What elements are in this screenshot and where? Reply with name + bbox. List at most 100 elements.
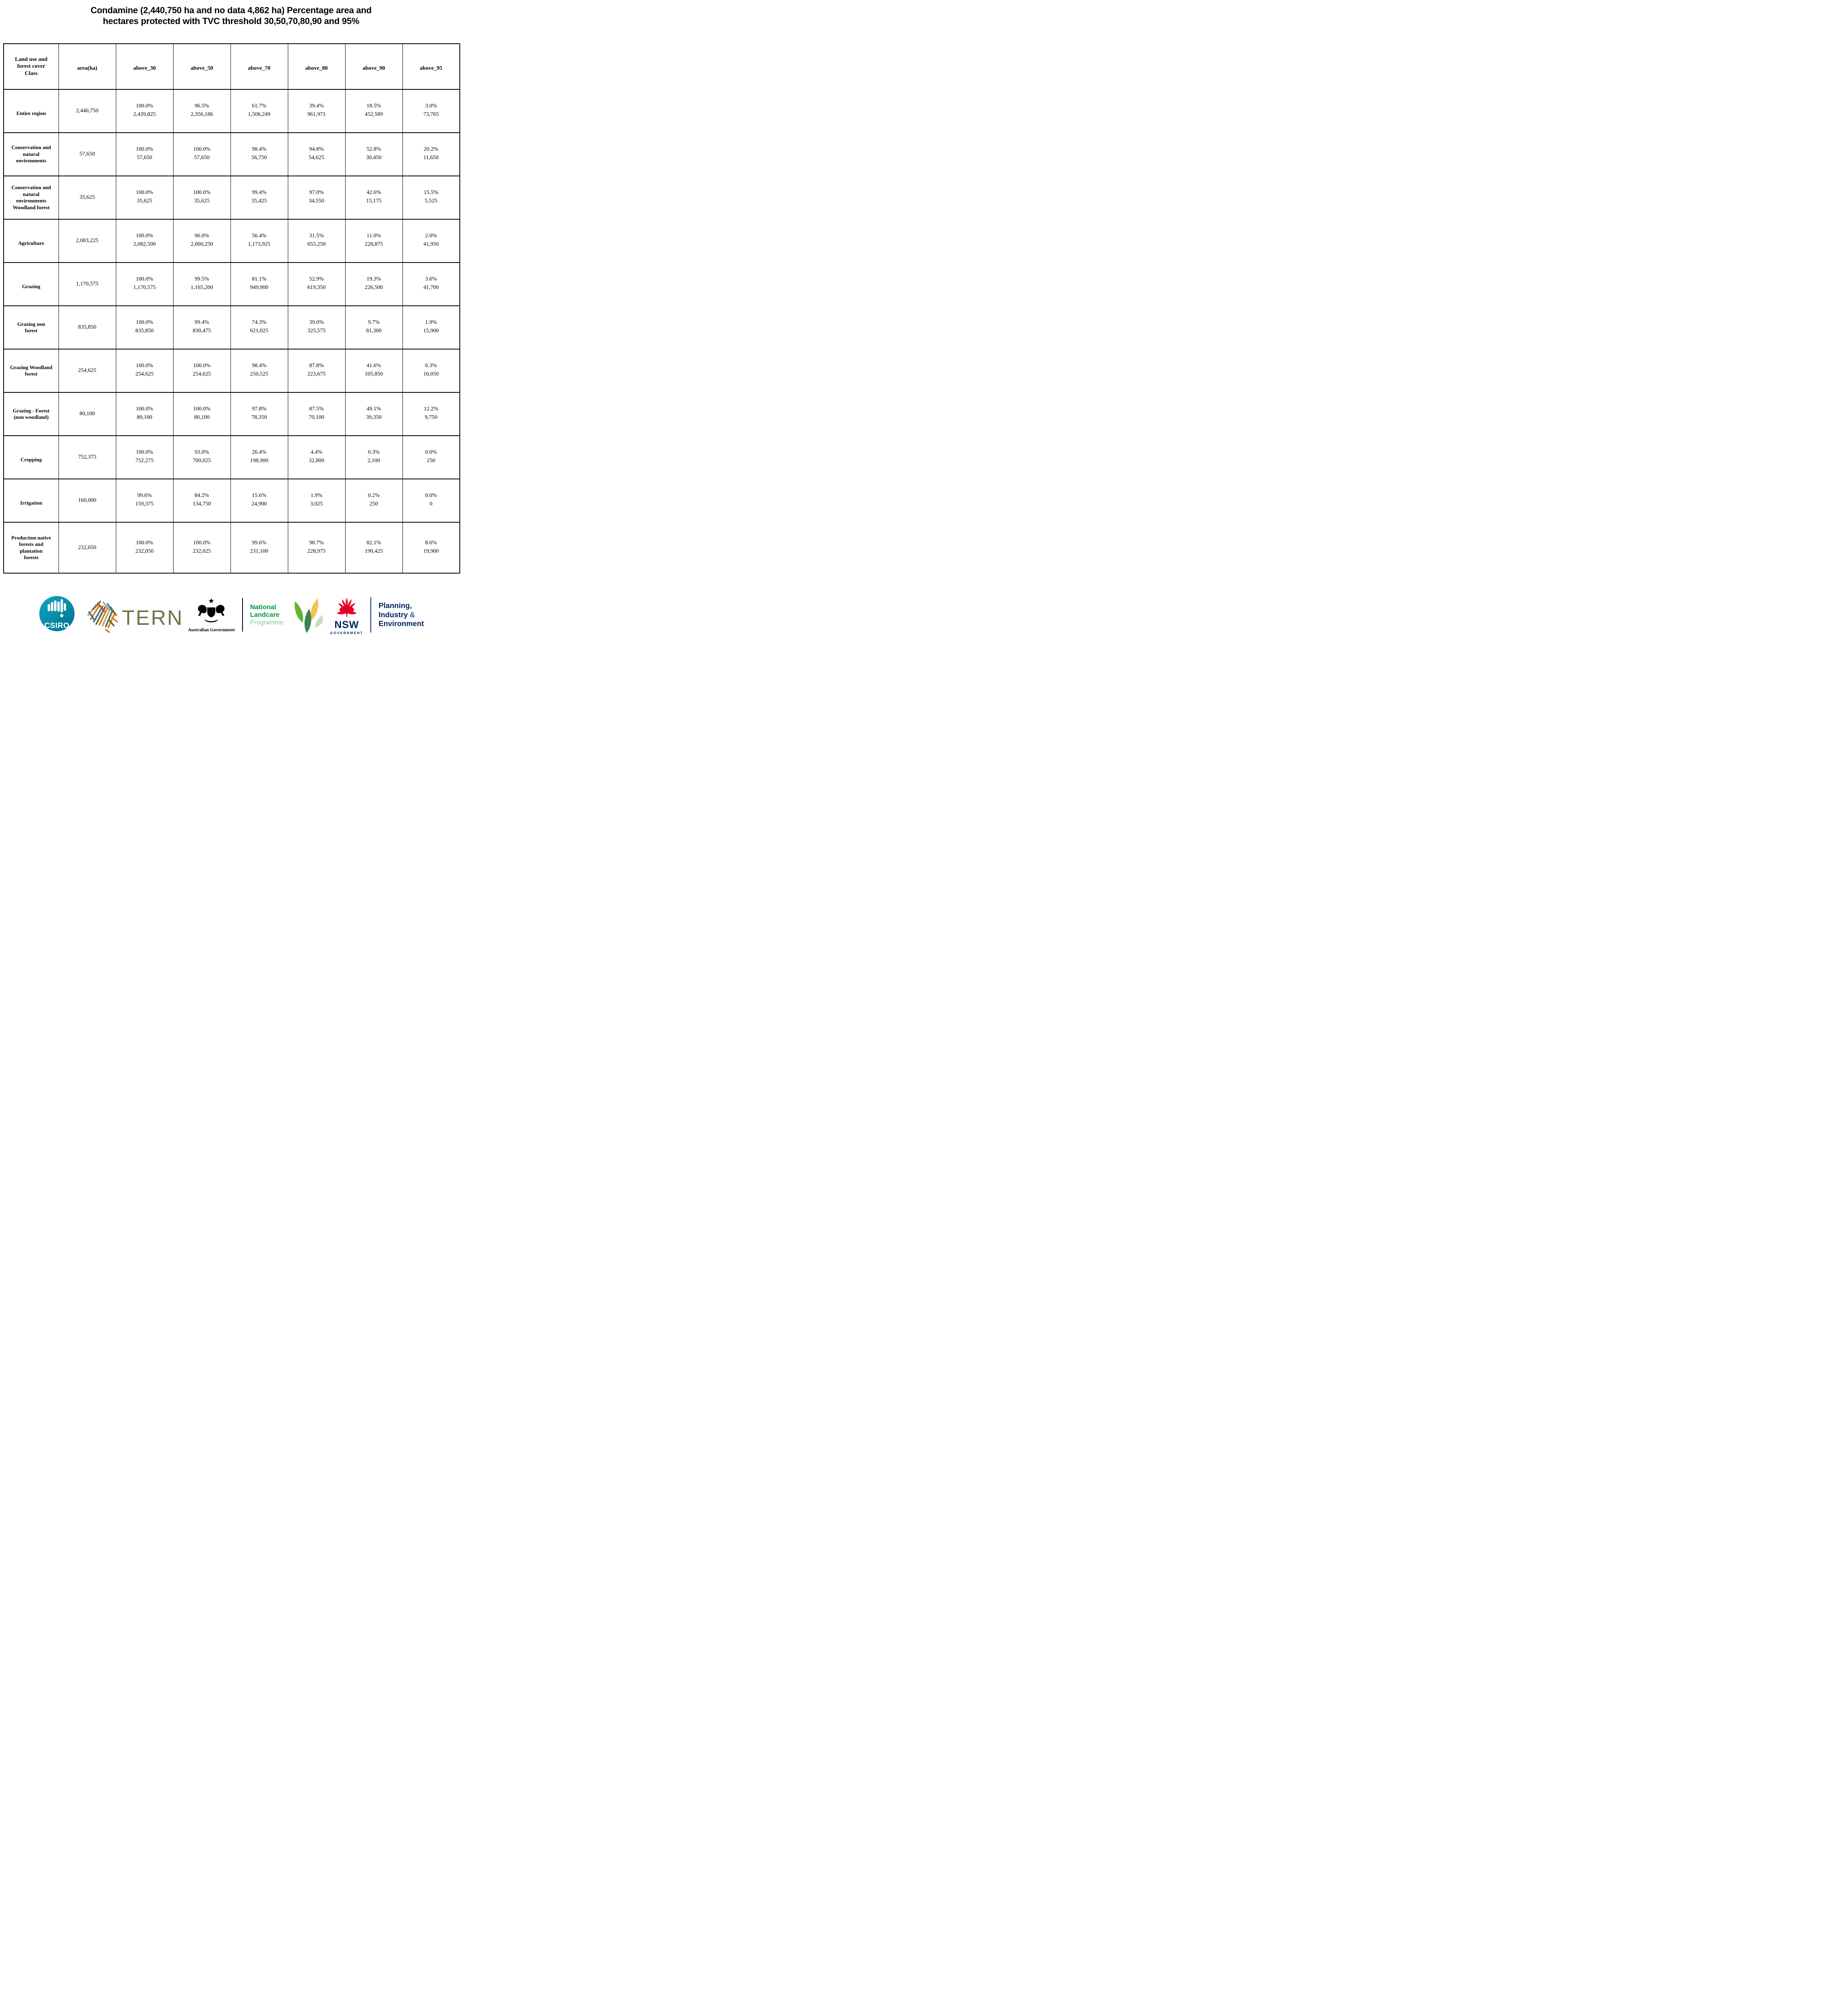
- row-label: Grazing non forest: [3, 305, 59, 349]
- area-value: 254,625: [58, 349, 116, 393]
- csiro-logo: CSIRO: [38, 594, 75, 636]
- threshold-cell: 99.4% 830,475: [173, 305, 231, 349]
- percent-value: 100.0%: [135, 233, 154, 239]
- percent-value: 98.7%: [309, 539, 324, 546]
- hectares-value: 134,750: [192, 501, 211, 507]
- hectares-value: 250: [370, 501, 378, 507]
- threshold-cell: 52.8% 30,450: [345, 132, 403, 176]
- threshold-cell: 0.0% 0: [402, 479, 460, 523]
- australian-government-logo: Australian Government: [188, 597, 235, 632]
- column-header-above-30: above_30: [115, 43, 174, 90]
- table-row: Grazing non forest 835,850 100.0% 835,850 99…: [3, 305, 460, 349]
- column-header-above-90: above_90: [345, 43, 403, 90]
- threshold-cell: 98.4% 56,750: [230, 132, 288, 176]
- hectares-value: 2,439,825: [133, 111, 156, 117]
- threshold-cell: 26.4% 198,900: [230, 435, 288, 479]
- percent-value: 100.0%: [135, 363, 154, 369]
- threshold-cell: 39.0% 325,575: [287, 305, 346, 349]
- australian-government-label: Australian Government: [188, 628, 235, 632]
- percent-value: 3.0%: [425, 103, 437, 109]
- row-label: Conservation and natural environments Wo…: [3, 176, 59, 220]
- hectares-value: 57,650: [194, 155, 210, 161]
- table-row: Production native forests and plantation…: [3, 522, 460, 574]
- threshold-cell: 100.0% 835,850: [115, 305, 174, 349]
- hectares-value: 159,375: [135, 501, 154, 507]
- nsw-label: NSW: [334, 619, 359, 630]
- threshold-cell: 6.3% 16,050: [402, 349, 460, 393]
- table-row: Grazing Woodland forest 254,625 100.0% 254,…: [3, 349, 460, 393]
- nsw-divider: [370, 597, 372, 632]
- page-title-line1: Condamine (2,440,750 ha and no data 4,86…: [90, 5, 372, 15]
- hectares-value: 1,173,925: [248, 241, 271, 247]
- hectares-value: 15,900: [423, 328, 439, 334]
- threshold-cell: 81.1% 949,900: [230, 262, 288, 306]
- percent-value: 100.0%: [135, 276, 154, 282]
- percent-value: 98.4%: [252, 363, 267, 369]
- threshold-cell: 96.5% 2,356,186: [173, 89, 231, 133]
- table-row: Grazing - Forest (non woodland) 80,100 100…: [3, 392, 460, 436]
- percent-value: 100.0%: [193, 146, 211, 152]
- threshold-cell: 100.0% 1,170,575: [115, 262, 174, 306]
- hectares-value: 3,025: [310, 501, 323, 507]
- hectares-value: 1,170,575: [133, 285, 156, 291]
- percent-value: 94.8%: [309, 146, 324, 152]
- dept-line2-industry: Industry: [378, 610, 408, 619]
- hectares-value: 254,625: [192, 371, 211, 377]
- hectares-value: 105,850: [364, 371, 383, 377]
- threshold-cell: 56.4% 1,173,925: [230, 219, 288, 263]
- hectares-value: 1,165,200: [190, 285, 213, 291]
- column-header-above-70: above_70: [230, 43, 288, 90]
- percent-value: 99.4%: [252, 190, 267, 196]
- threshold-cell: 49.1% 39,350: [345, 392, 403, 436]
- percent-value: 1.9%: [425, 319, 437, 325]
- percent-value: 4.4%: [310, 449, 323, 455]
- threshold-cell: 100.0% 254,625: [115, 349, 174, 393]
- percent-value: 87.8%: [309, 363, 324, 369]
- percent-value: 100.0%: [193, 406, 211, 412]
- hectares-value: 228,875: [364, 241, 383, 247]
- percent-value: 97.8%: [252, 406, 267, 412]
- threshold-cell: 99.6% 231,100: [230, 522, 288, 574]
- area-value: 57,650: [58, 132, 116, 176]
- hectares-value: 39,350: [366, 414, 382, 420]
- threshold-cell: 100.0% 232,025: [173, 522, 231, 574]
- percent-value: 100.0%: [135, 190, 154, 196]
- row-label: Irrigation: [3, 479, 59, 523]
- area-value: 1,170,575: [58, 262, 116, 306]
- row-label: Production native forests and plantation…: [3, 522, 59, 574]
- hectares-value: 752,275: [135, 458, 154, 464]
- area-value: 752,375: [58, 435, 116, 479]
- landcare-line1: National: [250, 603, 276, 611]
- threshold-cell: 84.2% 134,750: [173, 479, 231, 523]
- threshold-cell: 98.4% 250,525: [230, 349, 288, 393]
- percent-value: 82.1%: [366, 539, 381, 546]
- percent-value: 61.7%: [252, 103, 267, 109]
- hectares-value: 232,025: [192, 548, 211, 554]
- hectares-value: 835,850: [135, 328, 154, 334]
- threshold-cell: 100.0% 35,625: [115, 176, 174, 220]
- percent-value: 99.6%: [137, 493, 152, 499]
- hectares-value: 619,350: [307, 285, 326, 291]
- hectares-value: 9,750: [425, 414, 438, 420]
- threshold-cell: 99.4% 35,425: [230, 176, 288, 220]
- hectares-value: 223,675: [307, 371, 326, 377]
- threshold-cell: 18.5% 452,589: [345, 89, 403, 133]
- threshold-cell: 42.6% 15,175: [345, 176, 403, 220]
- column-header-above-80: above_80: [287, 43, 346, 90]
- planning-industry-environment-logo: Planning, Industry & Environment: [378, 601, 424, 628]
- threshold-cell: 99.5% 1,165,200: [173, 262, 231, 306]
- hectares-value: 0: [429, 501, 433, 507]
- threshold-cell: 100.0% 254,625: [173, 349, 231, 393]
- csiro-logo-icon: CSIRO: [39, 596, 75, 631]
- threshold-cell: 96.0% 2,000,250: [173, 219, 231, 263]
- percent-value: 31.5%: [309, 233, 324, 239]
- nsw-government-label: GOVERNMENT: [330, 630, 364, 635]
- hectares-value: 198,900: [250, 458, 269, 464]
- table-row: Conservation and natural environments 57,…: [3, 132, 460, 176]
- percent-value: 26.4%: [252, 449, 267, 455]
- percent-value: 100.0%: [135, 319, 154, 325]
- percent-value: 93.0%: [194, 449, 209, 455]
- csiro-label: CSIRO: [44, 622, 69, 630]
- percent-value: 0.2%: [368, 493, 380, 499]
- header-row: Land use and forest cover Class area(ha)…: [3, 43, 460, 90]
